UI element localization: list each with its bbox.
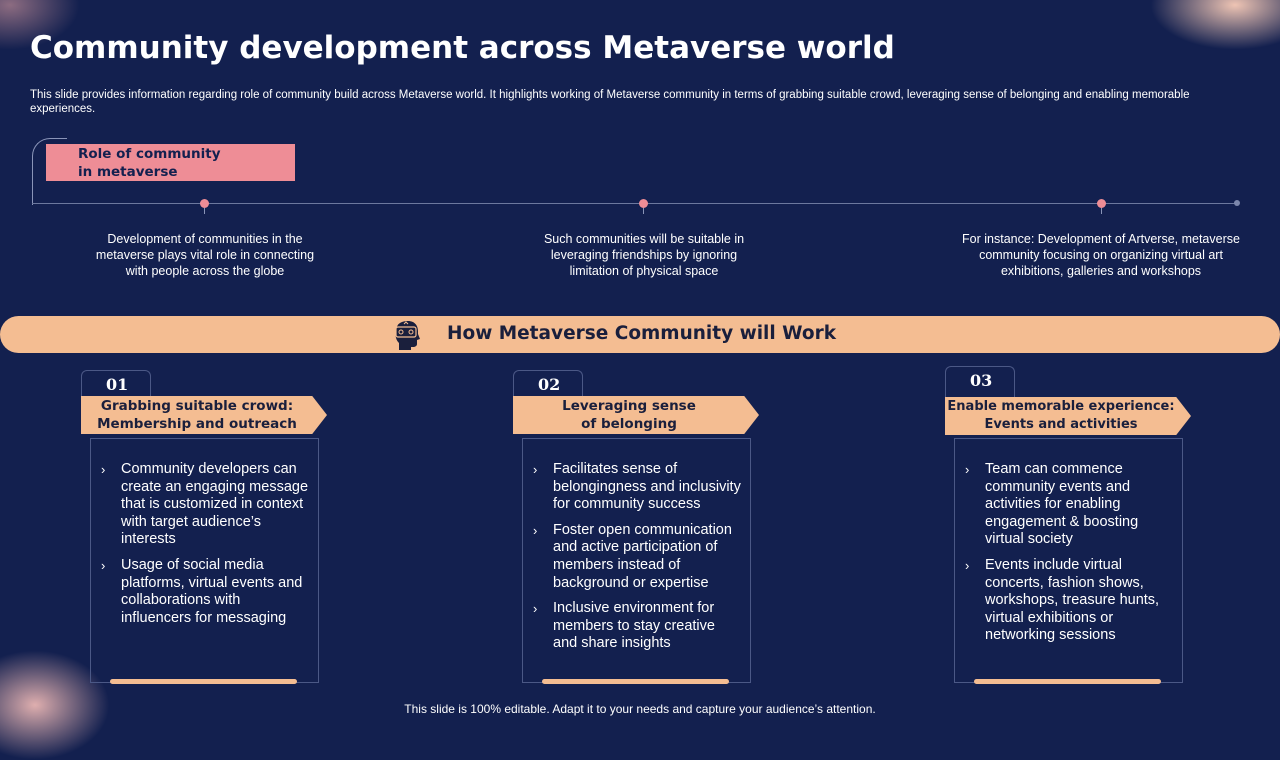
list-item: › Usage of social media platforms, virtua…: [101, 557, 311, 627]
card-heading-1-line1: Grabbing suitable crowd:: [100, 398, 294, 414]
list-item: › Events include virtual concerts, fashio…: [965, 557, 1175, 645]
timeline-dot-stem-1: [204, 208, 205, 214]
timeline-text-2-line: Such communities will be suitable in: [543, 232, 745, 246]
bullet-text: Events include virtual concerts, fashion…: [985, 556, 1160, 644]
bullet-text: Usage of social media platforms, virtual…: [121, 556, 303, 626]
timeline-text-3-line: For instance: Development of Artverse, m…: [962, 232, 1240, 246]
timeline-dot-stem-3: [1101, 208, 1102, 214]
list-item: › Team can commence community events and …: [965, 461, 1175, 549]
timeline-text-1-line: metaverse plays vital role in connecting: [95, 248, 315, 262]
card-bullet-list-2: › Facilitates sense of belongingness and …: [533, 461, 743, 661]
card-heading-2: Leveraging sense of belonging: [513, 396, 759, 434]
chevron-right-icon: ›: [965, 557, 970, 573]
timeline-dot-3: [1097, 199, 1106, 208]
vr-headset-head-icon: [395, 321, 420, 350]
card-number-tab-2: 02: [513, 370, 583, 404]
slide-footer: This slide is 100% editable. Adapt it to…: [404, 702, 876, 716]
card-number-tab-1: 01: [81, 370, 151, 404]
card-heading-3-line1: Enable memorable experience:: [947, 399, 1175, 414]
timeline-text-3-line: community focusing on organizing virtual…: [979, 248, 1223, 262]
card-number-tab-3: 03: [945, 366, 1015, 400]
bullet-text: Community developers can create an engag…: [121, 461, 309, 548]
bullet-text: Inclusive environment for members to sta…: [553, 600, 715, 652]
card-heading-2-line2: of belonging: [581, 416, 677, 432]
card-heading-1-line2: Membership and outreach: [97, 416, 297, 432]
card-content-1: › Community developers can create an enga…: [90, 438, 319, 683]
timeline-end-dot: [1234, 200, 1240, 206]
timeline-text-1-line: Development of communities in the: [107, 232, 303, 246]
card-bottom-bar-1: [110, 679, 297, 684]
bullet-text: Foster open communication and active par…: [553, 521, 732, 591]
section-banner: [0, 316, 1280, 353]
banner-title: How Metaverse Community will Work: [447, 323, 837, 344]
timeline-dot-stem-2: [643, 208, 644, 214]
timeline-text-2-line: limitation of physical space: [569, 264, 719, 278]
bullet-text: Facilitates sense of belongingness and i…: [553, 461, 741, 513]
timeline-text-2-line: leveraging friendships by ignoring: [550, 248, 738, 262]
timeline-text-2: Such communities will be suitable in lev…: [509, 231, 779, 279]
card-heading-1: Grabbing suitable crowd: Membership and …: [81, 396, 327, 434]
timeline-dot-2: [639, 199, 648, 208]
card-bullet-list-1: › Community developers can create an enga…: [101, 461, 311, 635]
list-item: › Community developers can create an enga…: [101, 461, 311, 549]
card-bottom-bar-3: [974, 679, 1161, 684]
timeline-text-1-line: with people across the globe: [125, 264, 285, 278]
chevron-right-icon: ›: [533, 462, 538, 477]
chevron-right-icon: ›: [101, 462, 106, 477]
timeline-arc: [32, 138, 67, 205]
card-bullet-list-3: › Team can commence community events and …: [965, 461, 1175, 653]
timeline-text-3-line: exhibitions, galleries and workshops: [1000, 264, 1202, 278]
timeline-dot-1: [200, 199, 209, 208]
chevron-right-icon: ›: [533, 522, 538, 538]
timeline-label-line1: Role of community: [78, 146, 221, 162]
list-item: › Inclusive environment for members to st…: [533, 600, 743, 653]
timeline-line: [32, 203, 1238, 204]
timeline-text-3: For instance: Development of Artverse, m…: [946, 231, 1256, 279]
card-content-2: › Facilitates sense of belongingness and …: [522, 438, 751, 683]
decor-blob-top-right: [1150, 0, 1280, 50]
chevron-right-icon: ›: [101, 557, 106, 573]
card-heading-2-line1: Leveraging sense: [562, 398, 696, 414]
card-bottom-bar-2: [542, 679, 729, 684]
slide-subtitle: This slide provides information regardin…: [30, 89, 1190, 115]
slide-title: Community development across Metaverse w…: [30, 30, 895, 66]
card-heading-3: Enable memorable experience: Events and …: [945, 397, 1191, 435]
timeline-text-1: Development of communities in the metave…: [70, 231, 340, 279]
card-content-3: › Team can commence community events and …: [954, 438, 1183, 683]
card-heading-3-line2: Events and activities: [984, 417, 1138, 432]
timeline-label-line2: in metaverse: [78, 164, 178, 180]
list-item: › Foster open communication and active pa…: [533, 522, 743, 592]
chevron-right-icon: ›: [965, 462, 970, 477]
timeline-label: Role of community in metaverse: [46, 144, 295, 181]
list-item: › Facilitates sense of belongingness and …: [533, 461, 743, 514]
bullet-text: Team can commence community events and a…: [985, 461, 1139, 548]
chevron-right-icon: ›: [533, 601, 538, 617]
